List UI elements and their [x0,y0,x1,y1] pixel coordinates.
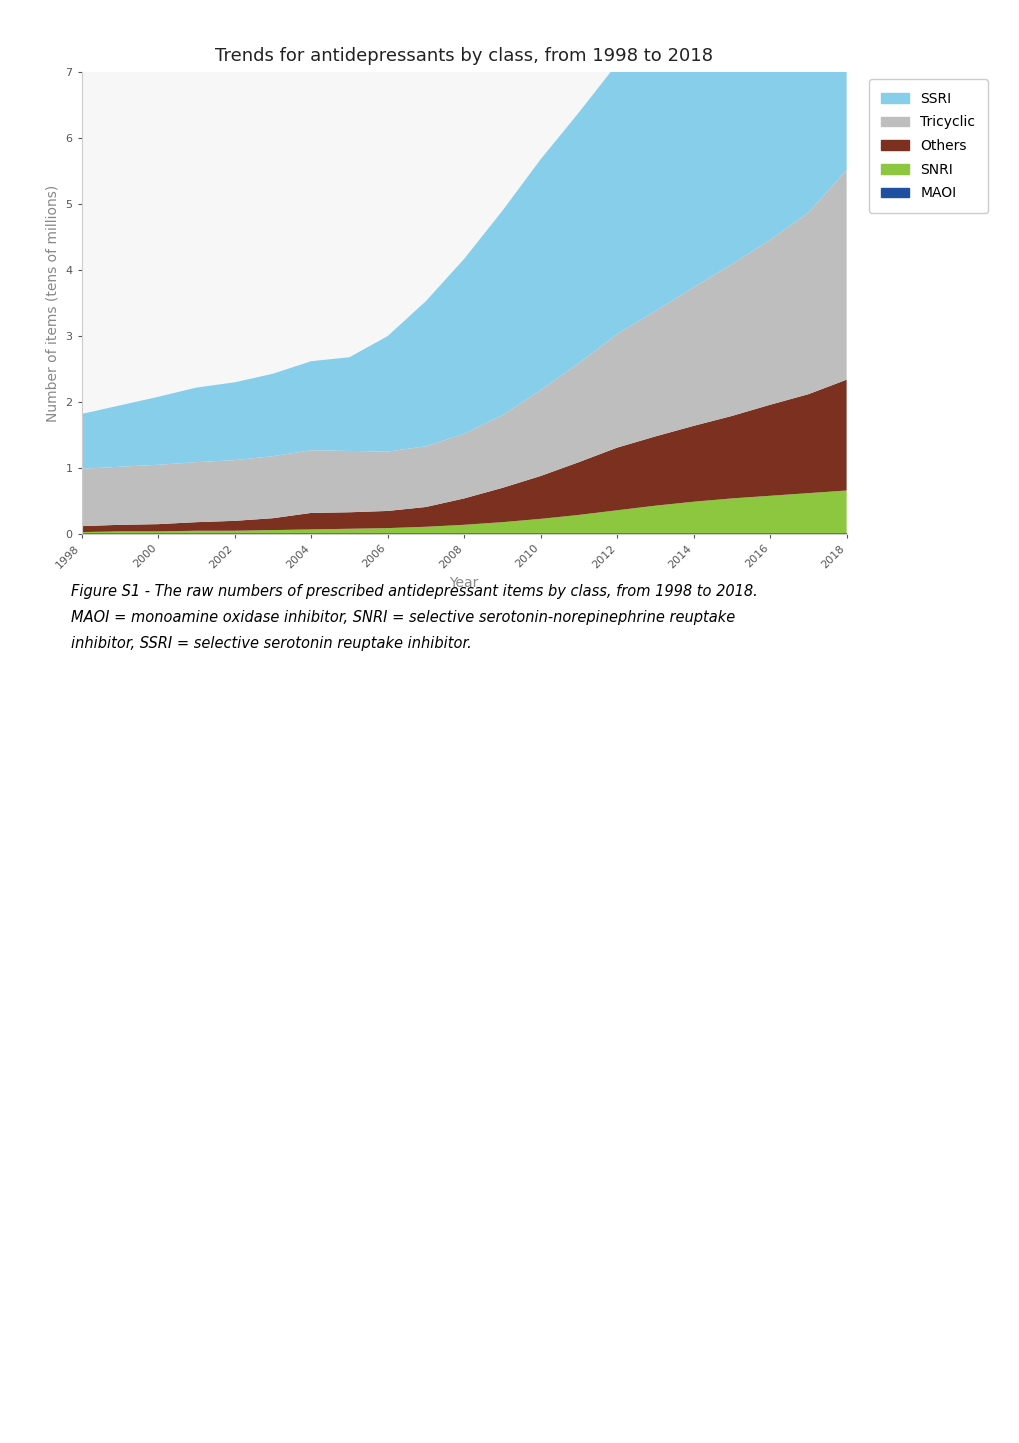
Title: Trends for antidepressants by class, from 1998 to 2018: Trends for antidepressants by class, fro… [215,48,712,65]
Legend: SSRI, Tricyclic, Others, SNRI, MAOI: SSRI, Tricyclic, Others, SNRI, MAOI [868,79,986,214]
Text: Figure S1 - The raw numbers of prescribed antidepressant items by class, from 19: Figure S1 - The raw numbers of prescribe… [71,584,757,599]
Y-axis label: Number of items (tens of millions): Number of items (tens of millions) [46,185,60,421]
Text: inhibitor, SSRI = selective serotonin reuptake inhibitor.: inhibitor, SSRI = selective serotonin re… [71,636,472,651]
X-axis label: Year: Year [449,576,478,590]
Text: MAOI = monoamine oxidase inhibitor, SNRI = selective serotonin-norepinephrine re: MAOI = monoamine oxidase inhibitor, SNRI… [71,610,735,625]
